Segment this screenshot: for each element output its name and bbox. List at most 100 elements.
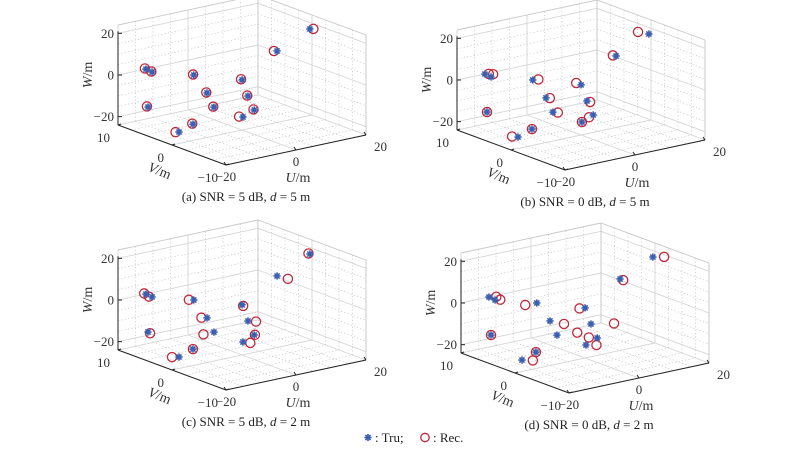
u-tick <box>636 374 640 379</box>
w-axis-label: W/m <box>81 287 96 314</box>
gridline <box>170 113 279 155</box>
w-tick-label: 20 <box>101 251 114 266</box>
gridline <box>117 13 259 45</box>
true-point <box>142 290 150 298</box>
true-point <box>144 328 152 336</box>
v-tick <box>117 348 122 351</box>
gridline <box>596 39 706 80</box>
gridline <box>257 23 367 65</box>
gridline <box>460 262 602 293</box>
gridline <box>117 34 259 65</box>
u-tick <box>363 356 367 361</box>
w-axis-label: W/m <box>420 67 435 94</box>
gridline <box>171 114 313 146</box>
rec-point <box>282 273 294 285</box>
u-tick-label: 0 <box>636 382 643 397</box>
u-tick <box>566 389 570 394</box>
u-tick <box>223 161 227 166</box>
v-tick <box>456 128 461 131</box>
v-axis-label: V/m <box>146 385 173 408</box>
gridline <box>600 262 710 303</box>
gridline <box>460 303 602 335</box>
v-tick-label: −10 <box>198 170 218 185</box>
true-point <box>583 97 591 105</box>
gridline <box>460 293 602 325</box>
gridline <box>460 283 602 314</box>
rec-point <box>241 90 253 101</box>
gridline <box>117 86 259 118</box>
w-tick-label: 0 <box>447 73 454 88</box>
gridline <box>117 311 259 343</box>
v-tick-label: −10 <box>198 395 218 410</box>
true-point <box>210 103 218 111</box>
true-point <box>273 47 281 55</box>
gridline <box>513 341 622 383</box>
gridline <box>117 227 259 259</box>
gridline <box>257 280 367 321</box>
v-axis-label: V/m <box>485 165 512 188</box>
true-point <box>190 71 198 79</box>
gridline <box>548 333 657 375</box>
gridline <box>460 272 602 304</box>
gridline <box>583 326 692 368</box>
gridline <box>117 23 259 55</box>
v-tick-label: 0 <box>158 375 165 390</box>
w-tick-label: −20 <box>437 337 457 352</box>
true-point <box>210 328 218 336</box>
true-point <box>203 314 211 322</box>
w-tick-label: 0 <box>108 68 115 83</box>
true-point <box>582 341 590 349</box>
gridline <box>460 314 602 346</box>
box-edge <box>456 0 598 31</box>
v-tick <box>564 168 569 171</box>
gridline <box>198 124 340 156</box>
box-edge <box>600 222 710 264</box>
gridline <box>456 49 598 81</box>
rec-point <box>485 329 497 341</box>
u-tick-label: −20 <box>216 394 236 409</box>
gridline <box>495 345 605 386</box>
subplot-caption: (b) SNR = 0 dB, d = 5 m <box>520 194 649 209</box>
v-tick <box>514 371 519 374</box>
u-tick-label: 0 <box>293 379 300 394</box>
v-tick <box>568 391 573 394</box>
rec-point <box>608 318 620 329</box>
v-tick-label: 10 <box>440 358 453 373</box>
gridline <box>257 259 367 300</box>
u-tick <box>363 131 367 136</box>
u-tick <box>632 151 636 156</box>
legend-rec-label: : Rec. <box>433 430 463 445</box>
gridline <box>170 338 279 380</box>
gridline <box>456 80 598 112</box>
gridline <box>596 91 706 133</box>
v-tick-label: −10 <box>541 398 561 413</box>
subplot-caption: (c) SNR = 5 dB, d = 2 m <box>182 414 310 429</box>
gridline <box>460 230 602 262</box>
true-point <box>306 25 314 33</box>
v-tick-label: 0 <box>158 150 165 165</box>
gridline <box>117 2 259 34</box>
gridline <box>596 28 706 70</box>
gridline <box>240 98 349 140</box>
true-point <box>175 128 183 136</box>
u-axis-label: U/m <box>625 176 650 191</box>
rec-point <box>186 118 198 129</box>
gridline <box>257 55 367 96</box>
true-point <box>616 275 624 283</box>
true-point <box>542 94 550 102</box>
gridline <box>551 134 692 166</box>
rec-point <box>249 329 261 341</box>
gridline <box>117 259 259 290</box>
true-point <box>593 334 601 342</box>
gridline <box>257 248 367 290</box>
rec-point <box>591 339 602 351</box>
v-tick <box>225 388 230 391</box>
gridline <box>257 65 367 107</box>
gridline <box>117 300 259 332</box>
true-point <box>250 331 258 339</box>
gridline <box>144 329 286 361</box>
gridline <box>117 44 259 76</box>
box-edge <box>596 0 706 41</box>
true-point <box>612 52 620 60</box>
rec-point <box>198 329 209 340</box>
